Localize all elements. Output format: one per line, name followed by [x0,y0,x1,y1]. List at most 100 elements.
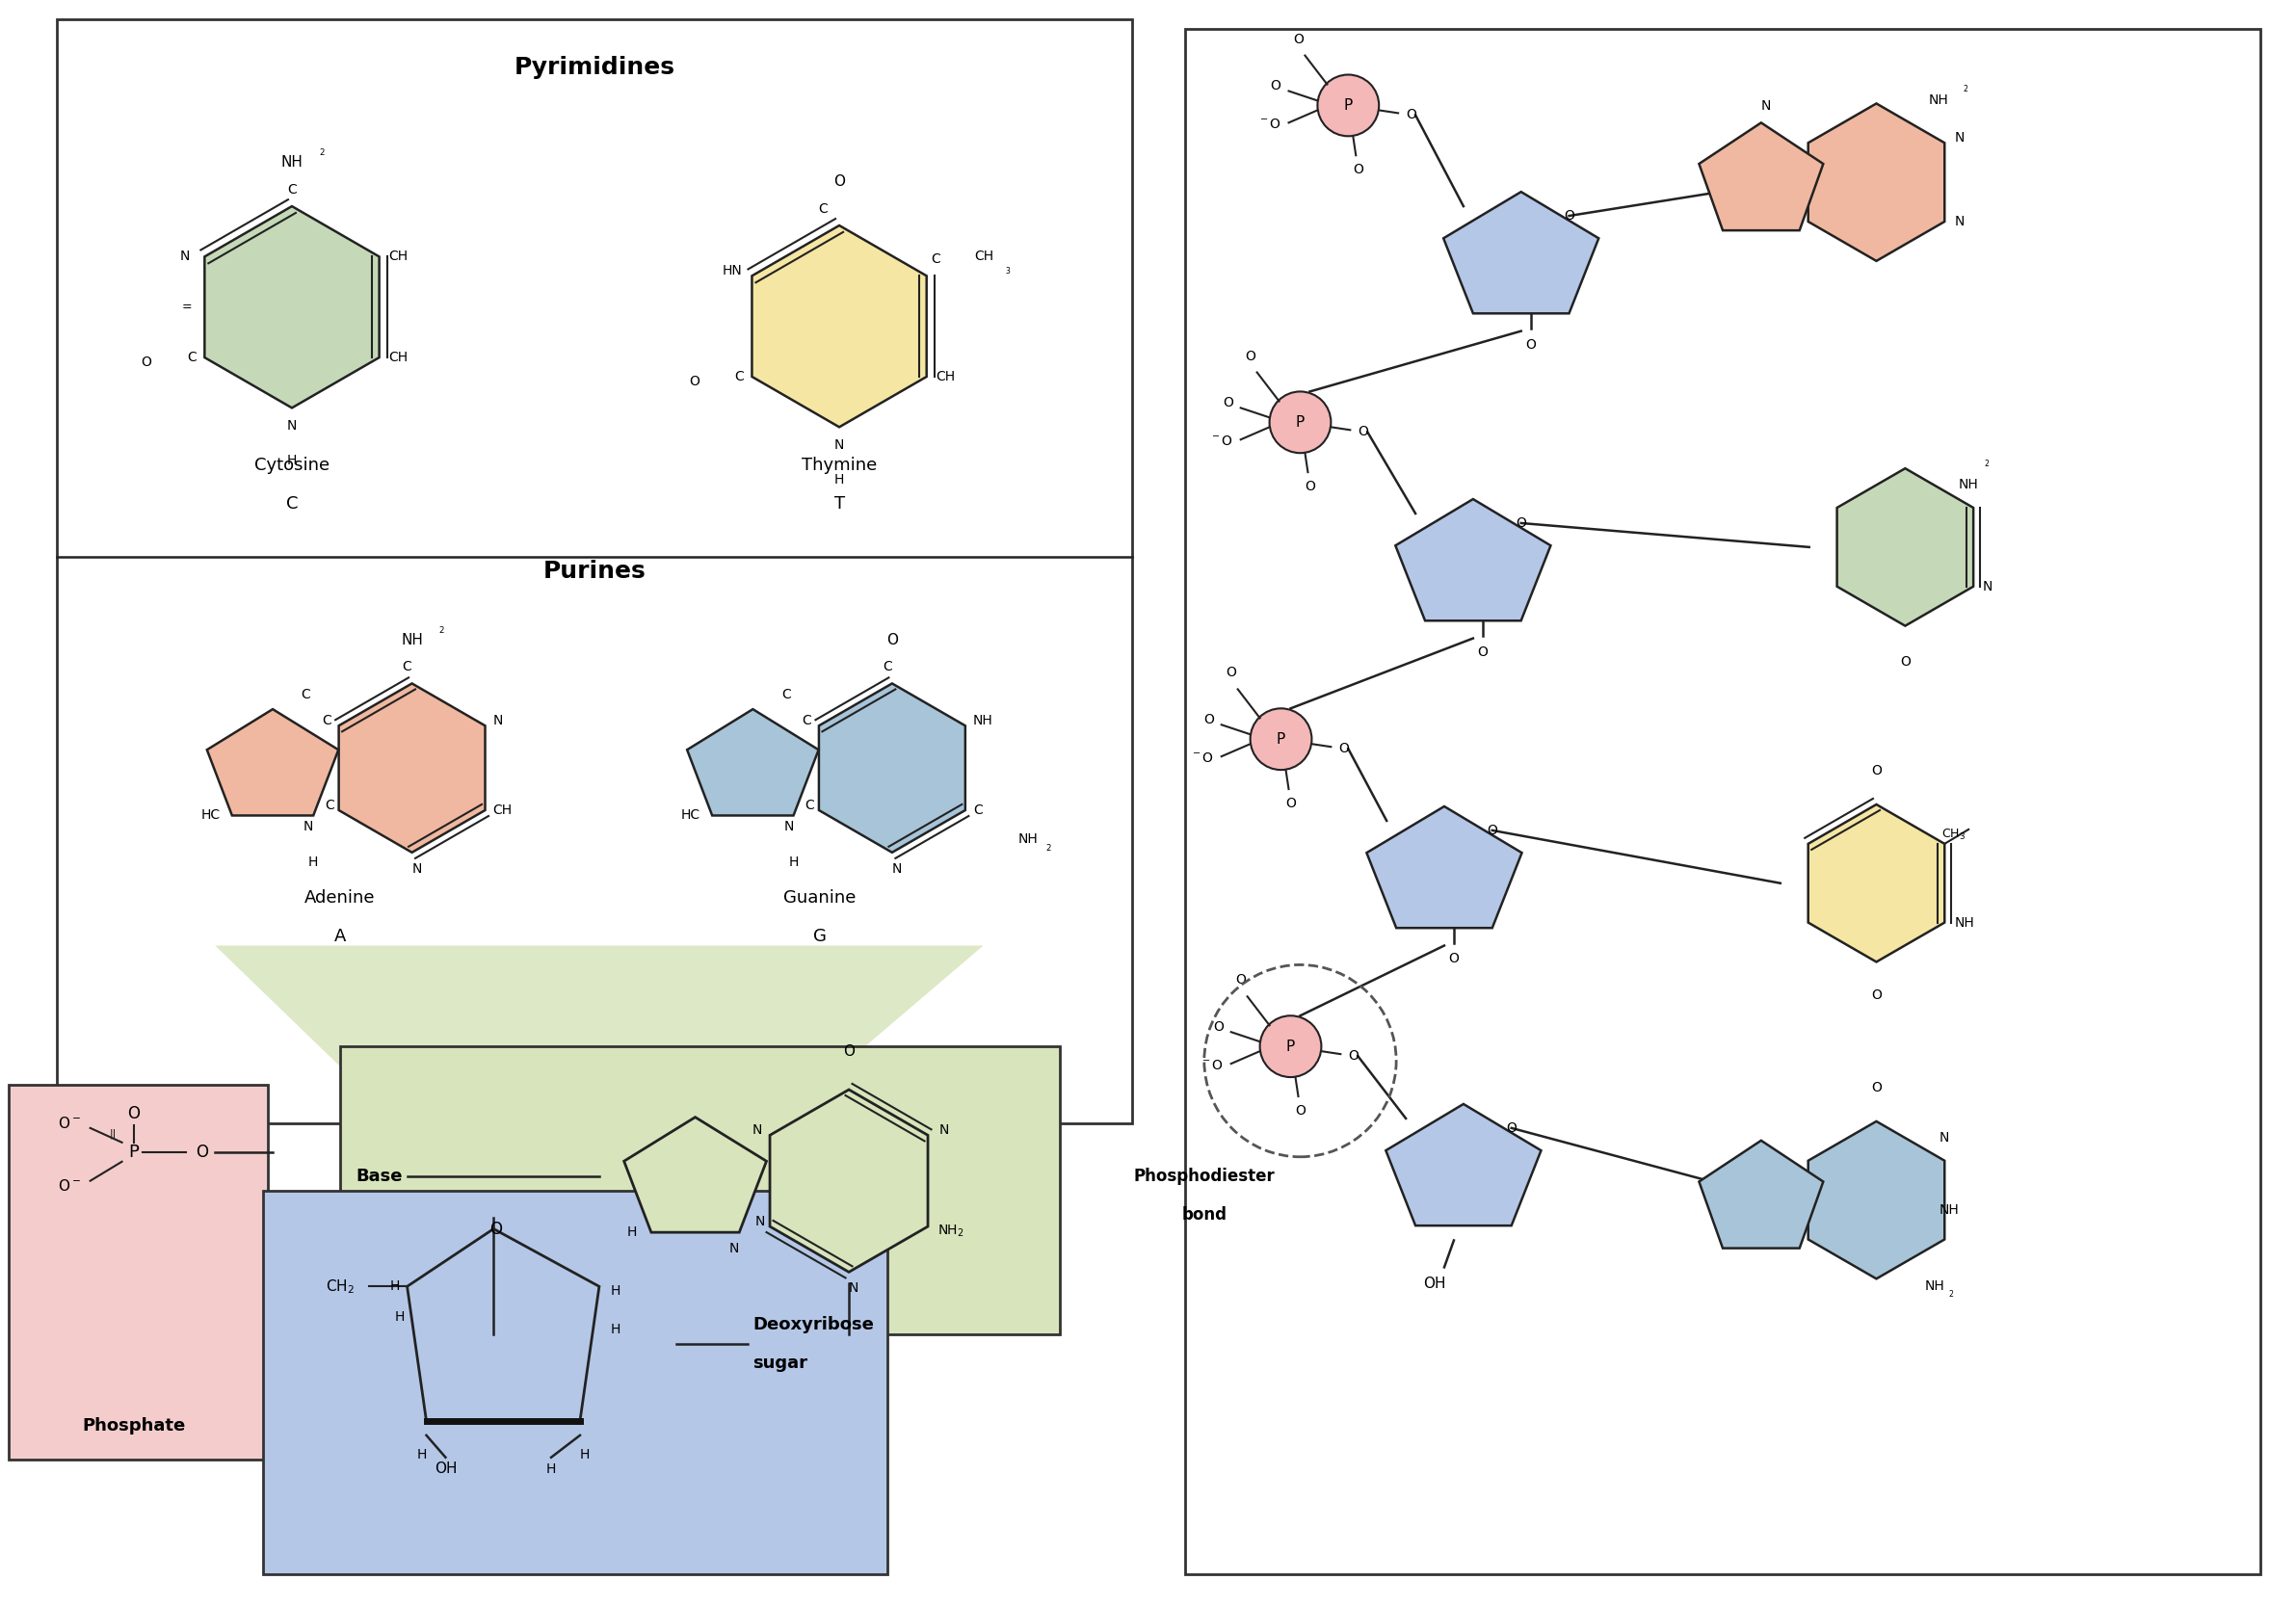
Text: $^-$O: $^-$O [1201,1058,1224,1073]
Text: N: N [753,1124,762,1137]
Text: H: H [611,1323,620,1336]
Text: N: N [850,1282,859,1294]
Text: P: P [129,1143,138,1161]
Text: bond: bond [1182,1206,1226,1224]
Text: O: O [1203,713,1215,726]
Text: NH: NH [1938,1203,1958,1216]
Polygon shape [1387,1103,1541,1225]
Text: C: C [402,660,411,675]
Text: O: O [1515,517,1527,530]
Text: O: O [1286,797,1295,811]
Text: C: C [974,803,983,817]
Text: C: C [817,202,829,215]
Text: N: N [891,862,902,875]
Text: N: N [179,251,191,263]
Text: O: O [1339,742,1350,755]
Circle shape [1261,1015,1320,1078]
Text: CH: CH [937,369,955,384]
Text: C: C [932,252,941,267]
Text: C: C [287,495,298,512]
Text: NH: NH [1017,832,1038,846]
Text: G: G [813,927,827,944]
Text: HC: HC [682,809,700,822]
Text: C: C [301,687,310,702]
Text: N: N [1984,580,1993,593]
Text: H: H [833,474,845,487]
Text: O: O [1901,655,1910,668]
Text: C: C [882,660,891,675]
Text: N: N [833,438,845,453]
Text: $_2$: $_2$ [1963,84,1968,96]
Polygon shape [1699,122,1823,230]
FancyBboxPatch shape [9,1084,269,1460]
Text: A: A [333,927,347,944]
Text: H: H [627,1225,636,1240]
Text: O: O [489,1221,503,1238]
FancyBboxPatch shape [264,1190,886,1574]
Text: O: O [1476,646,1488,658]
Polygon shape [1837,469,1972,626]
Text: CH: CH [388,350,409,365]
Text: N: N [939,1124,951,1137]
Text: O: O [1871,764,1883,777]
Text: O: O [142,355,152,369]
Circle shape [1270,392,1332,453]
Polygon shape [625,1118,767,1232]
Text: C: C [804,798,815,813]
Polygon shape [753,225,928,427]
Text: O: O [1235,973,1247,986]
Text: NH: NH [974,715,992,728]
Text: O: O [843,1044,854,1058]
Text: CH: CH [974,251,994,263]
Text: NH: NH [1954,915,1975,930]
Text: Purines: Purines [542,559,645,583]
Text: C: C [801,715,810,728]
Polygon shape [204,206,379,408]
Text: O: O [1212,1020,1224,1034]
Polygon shape [1396,499,1550,620]
Text: O: O [1488,824,1497,837]
Text: O: O [1348,1049,1359,1063]
Text: O: O [1293,32,1304,47]
Text: N: N [1954,132,1963,145]
Text: $_2$: $_2$ [319,146,326,159]
Polygon shape [1699,1140,1823,1248]
Text: Thymine: Thymine [801,456,877,474]
Text: P: P [1277,732,1286,747]
Text: O: O [1871,1081,1883,1094]
Text: Pyrimidines: Pyrimidines [514,56,675,79]
Text: Adenine: Adenine [305,888,374,906]
Text: $_3$: $_3$ [1006,265,1013,276]
FancyBboxPatch shape [57,19,1132,1123]
Text: HN: HN [723,265,742,278]
Text: Phosphodiester: Phosphodiester [1134,1168,1274,1185]
Text: CH: CH [494,803,512,817]
Text: P: P [1286,1039,1295,1054]
Text: O: O [1357,426,1368,438]
Text: O: O [1564,209,1575,223]
Text: NH$_2$: NH$_2$ [937,1224,964,1240]
Text: H: H [581,1447,590,1461]
Text: N: N [730,1241,739,1256]
Polygon shape [687,710,820,816]
Text: N: N [411,862,422,875]
Text: Base: Base [356,1168,402,1185]
Text: $^-$O: $^-$O [1258,117,1281,132]
Text: C: C [287,183,296,196]
Circle shape [1251,708,1311,769]
Text: sugar: sugar [753,1354,808,1372]
Text: Cytosine: Cytosine [255,456,331,474]
Text: $_2$: $_2$ [1949,1290,1954,1301]
Text: OH: OH [1424,1277,1446,1291]
Text: NH: NH [1958,479,1977,491]
Text: NH: NH [280,156,303,170]
Polygon shape [1444,191,1598,313]
Text: P: P [1295,414,1304,429]
Text: O$^-$: O$^-$ [57,1116,80,1131]
Text: $^-$O: $^-$O [1189,752,1215,764]
Polygon shape [1809,805,1945,962]
Text: O: O [1304,480,1316,493]
Text: N: N [494,715,503,728]
Text: OH: OH [434,1461,457,1476]
Text: NH: NH [1929,93,1949,108]
